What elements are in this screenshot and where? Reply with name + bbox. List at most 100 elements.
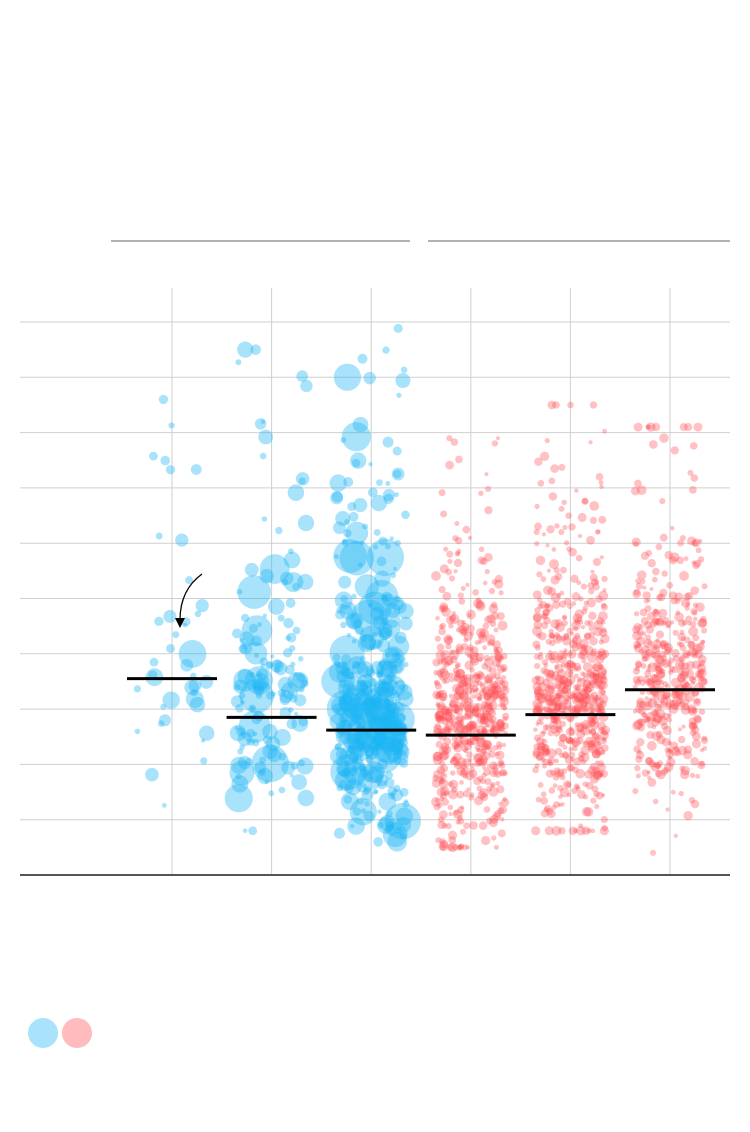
data-point-s3-151: [433, 751, 443, 761]
data-point-s0-5: [155, 532, 163, 540]
data-point-s5-105: [659, 658, 667, 666]
data-point-s4-193: [588, 702, 594, 709]
data-point-s3-429: [454, 728, 460, 734]
data-point-s4-534: [568, 694, 574, 700]
data-point-s3-513: [438, 745, 449, 756]
data-point-s1-139: [295, 472, 310, 486]
data-point-s3-481: [472, 752, 483, 763]
data-point-s4-155: [597, 703, 605, 711]
data-point-s2-287: [360, 729, 371, 740]
data-point-s2-208: [402, 800, 410, 808]
data-point-s2-196: [389, 759, 394, 765]
data-point-s2-43: [349, 701, 366, 718]
data-point-s3-478: [490, 601, 498, 609]
data-point-s5-20: [690, 608, 698, 615]
data-point-s3-518: [496, 665, 506, 674]
data-point-s1-53: [254, 677, 268, 691]
data-point-s3-257: [484, 675, 493, 684]
data-point-s2-252: [335, 609, 345, 620]
data-point-s1-90: [234, 726, 239, 731]
data-point-s4-105: [542, 689, 550, 696]
data-point-s5-68: [668, 748, 674, 754]
data-point-s5-27: [650, 716, 657, 723]
data-point-s4-452: [581, 498, 588, 505]
data-point-s2-11: [361, 701, 370, 711]
data-point-s4-165: [582, 684, 589, 691]
data-point-s4-402: [547, 756, 556, 765]
data-point-s5-374: [688, 796, 696, 804]
data-point-s4-497: [534, 763, 540, 769]
data-point-s1-22: [279, 690, 293, 704]
data-point-s3-336: [440, 750, 450, 761]
data-point-s4-154: [562, 780, 572, 789]
data-point-s5-216: [669, 552, 680, 563]
data-point-s3-53: [435, 711, 441, 717]
data-point-s2-259: [350, 713, 361, 724]
data-point-s4-467: [560, 635, 567, 642]
data-point-s3-511: [445, 643, 452, 650]
data-point-s3-526: [454, 536, 463, 545]
data-point-s3-0: [493, 647, 499, 653]
data-point-s1-82: [298, 477, 306, 485]
data-point-s4-178: [602, 588, 607, 593]
data-point-s2-223: [341, 422, 371, 452]
data-point-s3-15: [473, 652, 479, 658]
data-point-s5-15: [688, 722, 698, 731]
data-point-s4-356: [562, 615, 567, 621]
data-point-s5-181: [644, 717, 651, 723]
data-point-s4-136: [548, 632, 555, 639]
data-point-s4-559: [554, 703, 559, 708]
data-point-s4-378: [576, 825, 586, 836]
data-point-s4-106: [545, 653, 553, 661]
data-point-s2-248: [374, 681, 389, 697]
data-point-s3-59: [434, 713, 441, 720]
data-point-s3-218: [481, 686, 491, 695]
data-point-s1-128: [288, 548, 294, 555]
data-point-s4-87: [562, 699, 572, 709]
data-point-s0-22: [145, 767, 159, 782]
data-point-s3-99: [491, 440, 499, 447]
data-point-s3-14: [468, 720, 478, 731]
data-point-s3-227: [469, 653, 475, 659]
data-point-s4-172: [573, 673, 579, 679]
data-point-s3-246: [495, 662, 501, 667]
data-point-s1-27: [286, 632, 297, 643]
data-point-s3-327: [444, 790, 450, 796]
data-point-s1-64: [296, 673, 306, 683]
data-point-s2-414: [370, 730, 386, 746]
data-point-s0-37: [199, 675, 214, 689]
data-point-s1-95: [261, 516, 268, 522]
data-point-s4-494: [592, 669, 600, 677]
data-point-s4-528: [558, 826, 566, 835]
data-point-s2-197: [382, 610, 401, 629]
data-point-s4-5: [542, 750, 549, 758]
data-point-s3-221: [475, 692, 483, 700]
data-point-s1-86: [273, 659, 283, 669]
data-point-s4-370: [578, 823, 584, 829]
data-point-s3-39: [482, 709, 490, 717]
data-point-s3-451: [452, 843, 459, 851]
data-point-s1-115: [284, 664, 295, 675]
data-point-s3-563: [466, 624, 475, 633]
data-point-s2-298: [356, 711, 365, 720]
data-point-s3-71: [437, 820, 446, 830]
data-point-s3-4: [490, 680, 499, 690]
data-point-s3-298: [459, 675, 468, 684]
data-point-s2-62: [340, 667, 350, 677]
data-point-s3-349: [484, 719, 494, 728]
data-point-s3-54: [488, 638, 495, 646]
data-point-s4-445: [598, 628, 608, 638]
data-point-s2-357: [336, 759, 343, 767]
data-point-s5-218: [655, 665, 662, 672]
data-point-s2-312: [377, 758, 389, 770]
data-point-s3-293: [466, 609, 476, 620]
data-point-s3-158: [441, 798, 450, 806]
data-point-s4-608: [571, 740, 579, 748]
data-point-s4-159: [598, 515, 607, 524]
data-point-s3-487: [440, 764, 449, 773]
data-point-s4-4: [572, 613, 583, 623]
data-point-s5-331: [655, 638, 660, 643]
data-point-s5-287: [633, 644, 638, 650]
data-point-s3-131: [467, 757, 473, 763]
